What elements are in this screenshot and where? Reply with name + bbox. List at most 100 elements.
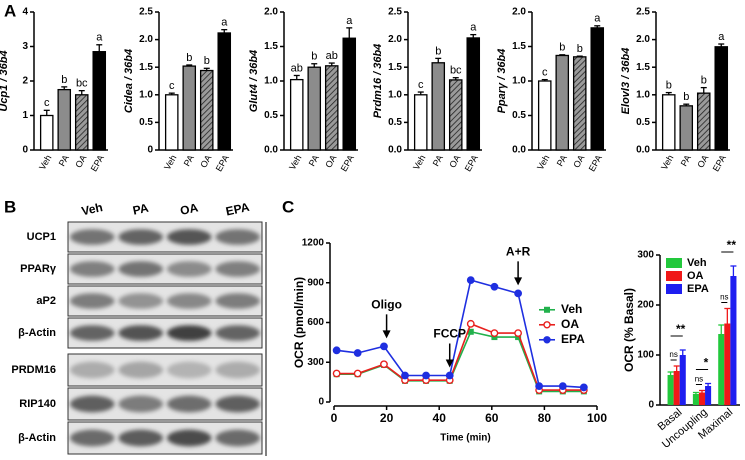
significance-letter: bc [76, 78, 88, 90]
y-tick-label: 900 [307, 277, 324, 288]
bar [57, 88, 72, 151]
bar [307, 66, 322, 151]
significance-label: * [704, 356, 709, 370]
x-tick-label: PA [431, 153, 445, 168]
blot-band [215, 229, 261, 245]
y-tick-label: 0.5 [512, 110, 526, 121]
significance-label: ns [720, 293, 728, 302]
x-tick-label: Veh [162, 153, 178, 171]
y-tick-label: 1.0 [512, 76, 526, 87]
x-tick-label: 60 [485, 411, 499, 425]
y-tick-label: 0 [22, 145, 28, 156]
y-axis-label: Cidea / 36b4 [123, 49, 135, 113]
arrow-head [514, 277, 523, 286]
bar [466, 37, 481, 151]
marker [490, 282, 499, 291]
y-tick-label: 1.5 [139, 62, 153, 73]
blot-band [69, 229, 115, 245]
significance-letter: a [470, 22, 477, 34]
bar [714, 46, 729, 151]
blot-band [118, 429, 164, 447]
blot-band [118, 325, 164, 341]
bar [289, 78, 304, 151]
x-tick-label: Veh [37, 153, 53, 171]
annotation-text: A+R [506, 245, 531, 259]
x-tick-label: OA [73, 153, 88, 169]
marker [332, 369, 341, 378]
bar [679, 105, 694, 151]
y-tick-label: 0.5 [139, 117, 153, 128]
x-tick-label: EPA [711, 153, 728, 173]
bar [692, 394, 699, 405]
x-tick-label: OA [695, 153, 710, 169]
marker [467, 328, 474, 335]
marker [353, 349, 362, 357]
y-tick-label: 1 [22, 110, 28, 121]
blot-band [215, 261, 261, 277]
bar [590, 27, 605, 151]
x-tick-label: OA [447, 153, 462, 169]
blot-band [69, 429, 115, 447]
x-tick-label: Veh [535, 153, 551, 171]
legend-marker [544, 306, 550, 313]
blot-band [166, 429, 212, 447]
x-tick-label: OA [571, 153, 586, 169]
significance-letter: b [683, 91, 689, 103]
y-tick-label: 0.5 [388, 117, 402, 128]
significance-letter: b [577, 43, 583, 55]
y-tick-label: 600 [307, 317, 324, 328]
bar [182, 65, 197, 151]
y-tick-label: 2 [22, 76, 28, 87]
x-tick-label: PA [307, 153, 321, 168]
bar [667, 375, 674, 405]
blot-band [166, 229, 212, 245]
significance-letter: b [559, 42, 565, 54]
y-tick-label: 1.0 [636, 89, 650, 100]
marker [514, 289, 522, 298]
bar [730, 276, 737, 405]
marker [535, 382, 544, 390]
blot-band [166, 395, 212, 413]
y-tick-label: 2.5 [139, 7, 153, 18]
significance-label: ** [727, 238, 737, 252]
significance-letter: b [311, 51, 317, 63]
legend-swatch [666, 271, 682, 281]
y-axis-label: Pparγ / 36b4 [496, 49, 508, 114]
x-tick-label: Veh [287, 153, 303, 171]
y-tick-label: 0.0 [388, 145, 402, 156]
bar [537, 80, 552, 151]
significance-letter: b [204, 55, 210, 67]
marker [466, 319, 475, 328]
x-tick-label: EPA [339, 153, 356, 173]
y-tick-label: 1.5 [512, 41, 526, 52]
significance-letter: b [701, 75, 707, 87]
significance-letter: a [346, 15, 353, 27]
blot-band [69, 361, 115, 379]
significance-letter: ab [326, 50, 338, 62]
blot-band [69, 293, 115, 309]
arrow-head [382, 330, 391, 339]
y-tick-label: 0 [147, 145, 153, 156]
marker [353, 369, 362, 378]
series-line [336, 322, 584, 391]
bar [724, 323, 731, 405]
y-axis-label: Elovl3 / 36b4 [620, 48, 632, 115]
legend-label: EPA [687, 283, 709, 295]
bar [679, 355, 686, 405]
significance-label: ** [676, 322, 686, 336]
significance-letter: a [96, 32, 103, 44]
bar [74, 94, 89, 151]
y-tick-label: 2.0 [388, 34, 402, 45]
panel-label: C [282, 197, 294, 216]
y-tick-label: 4 [22, 7, 28, 18]
x-tick-label: 80 [538, 411, 552, 425]
y-tick-label: 1.5 [264, 41, 278, 52]
blot-band [118, 293, 164, 309]
blot-row-label: β-Actin [18, 327, 56, 339]
significance-label: ns [669, 350, 677, 359]
y-axis-label: OCR (% Basal) [622, 288, 636, 372]
blot-column-label: Veh [80, 200, 104, 218]
y-tick-label: 2.0 [512, 7, 526, 18]
y-tick-label: 3 [22, 41, 28, 52]
x-tick-label: PA [679, 153, 693, 168]
